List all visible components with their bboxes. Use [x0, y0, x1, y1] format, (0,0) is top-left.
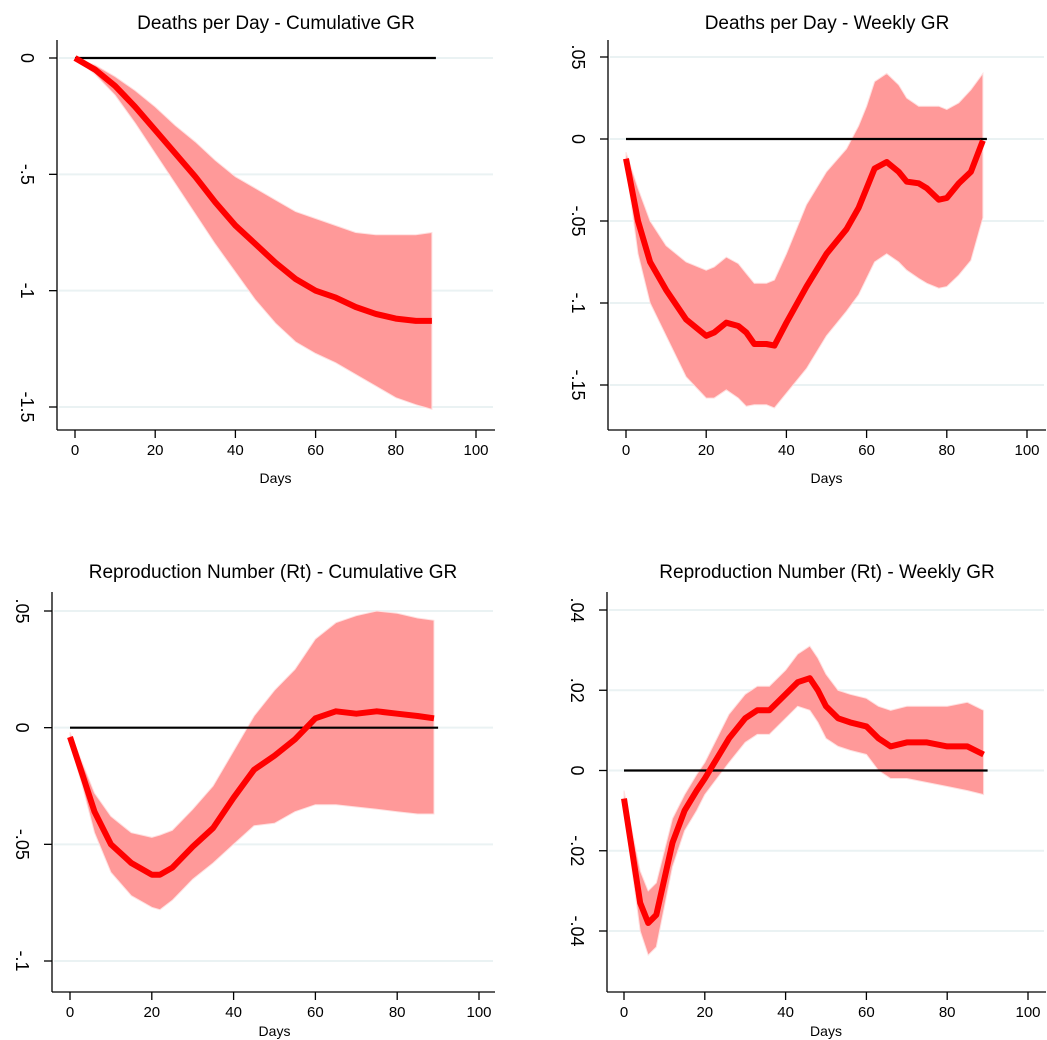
x-tick-label: 0	[622, 442, 630, 459]
chart-title: Reproduction Number (Rt) - Weekly GR	[659, 562, 994, 583]
y-tick-label: -.5	[17, 164, 37, 185]
x-axis-label: Days	[259, 1023, 291, 1039]
x-tick-label: 20	[143, 1004, 160, 1021]
x-tick-label: 20	[147, 442, 164, 459]
chart-title: Deaths per Day - Weekly GR	[705, 13, 950, 34]
panel-deaths-cumulative: 0 20 40 60 80 100 0 -.5 -1 -1.5 Deaths per Day - C…	[17, 13, 495, 486]
x-axis-label: Days	[811, 470, 843, 486]
x-tick-label: 60	[307, 442, 324, 459]
y-tick-label: .02	[567, 678, 587, 703]
x-tick-label: 100	[466, 1004, 491, 1021]
x-axis-label: Days	[260, 470, 292, 486]
y-tick-label: -.05	[12, 829, 32, 860]
x-tick-label: 0	[71, 442, 79, 459]
y-tick-label: -.04	[567, 915, 587, 946]
y-tick-label: 0	[568, 134, 588, 144]
panel-rt-weekly: 0 20 40 60 80 100 .04 .02 0 -.02 -.04 Reproduction …	[567, 562, 1046, 1039]
y-tick-label: 0	[567, 765, 587, 775]
x-tick-label: 0	[620, 1004, 628, 1021]
estimate-line	[623, 139, 986, 349]
x-tick-label: 20	[696, 1004, 713, 1021]
x-tick-label: 60	[858, 1004, 875, 1021]
y-tick-label: .05	[12, 598, 32, 623]
y-tick-label: .04	[567, 597, 587, 622]
y-tick-label: 0	[17, 53, 37, 63]
y-tick-label: .05	[568, 44, 588, 69]
x-tick-label: 0	[66, 1004, 74, 1021]
x-tick-label: 80	[389, 1004, 406, 1021]
confidence-band	[69, 610, 435, 911]
chart-title: Deaths per Day - Cumulative GR	[137, 13, 415, 34]
x-tick-label: 20	[698, 442, 715, 459]
y-tick-label: -.1	[568, 292, 588, 313]
x-tick-label: 60	[307, 1004, 324, 1021]
y-tick-label: -1.5	[17, 391, 37, 422]
estimate-line	[73, 55, 432, 324]
confidence-band	[625, 71, 984, 409]
x-tick-label: 60	[858, 442, 875, 459]
panel-deaths-weekly: 0 20 40 60 80 100 .05 0 -.05 -.1 -.15 Deaths per Da…	[568, 13, 1046, 486]
x-tick-label: 80	[387, 442, 404, 459]
panel-rt-cumulative: 0 20 40 60 80 100 .05 0 -.05 -.1 Reproduction Numb…	[12, 562, 495, 1039]
x-tick-label: 80	[938, 442, 955, 459]
x-tick-label: 100	[1014, 442, 1039, 459]
y-tick-label: -1	[17, 283, 37, 299]
y-tick-label: 0	[12, 723, 32, 733]
estimate-line	[67, 708, 435, 878]
confidence-band	[74, 57, 433, 410]
x-tick-label: 100	[463, 442, 488, 459]
y-tick-label: -.15	[568, 369, 588, 400]
x-tick-label: 40	[225, 1004, 242, 1021]
x-tick-label: 40	[777, 1004, 794, 1021]
y-tick-label: -.1	[12, 950, 32, 971]
x-tick-label: 100	[1015, 1004, 1040, 1021]
chart-title: Reproduction Number (Rt) - Cumulative GR	[89, 562, 458, 583]
confidence-band	[623, 645, 985, 957]
x-tick-label: 40	[778, 442, 795, 459]
y-tick-label: -.02	[567, 835, 587, 866]
x-axis-label: Days	[810, 1023, 842, 1039]
y-tick-label: -.05	[568, 205, 588, 236]
x-tick-label: 40	[227, 442, 244, 459]
x-tick-label: 80	[939, 1004, 956, 1021]
estimate-line	[621, 675, 985, 926]
